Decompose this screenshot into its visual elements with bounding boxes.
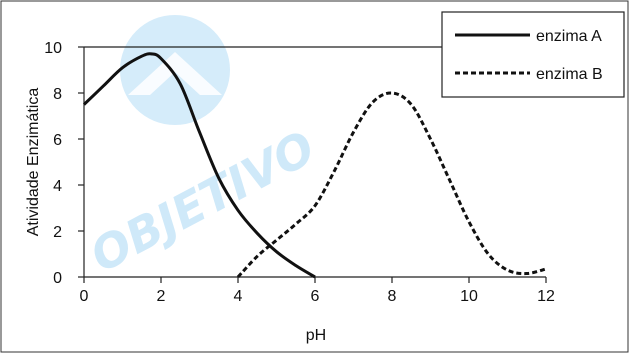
axes: 0 2 4 6 8 10 12 0 2 4 6 8 10 xyxy=(44,40,555,305)
watermark-logo-mark xyxy=(128,52,222,95)
legend-label-enzima-a: enzima A xyxy=(536,28,602,45)
y-axis-title: Atividade Enzimática xyxy=(25,88,42,237)
x-tick-label: 2 xyxy=(157,288,166,305)
series-line-enzima-a xyxy=(82,52,316,279)
y-tick-label: 4 xyxy=(53,178,62,195)
y-tick-label: 2 xyxy=(53,224,62,241)
x-tick-label: 12 xyxy=(537,288,555,305)
legend-box xyxy=(441,11,625,98)
x-axis-title: pH xyxy=(306,327,326,344)
x-tick-label: 4 xyxy=(234,288,243,305)
x-tick-label: 6 xyxy=(311,288,320,305)
x-tick-label: 10 xyxy=(460,288,478,305)
y-tick-label: 0 xyxy=(53,270,62,287)
x-tick-label: 8 xyxy=(388,288,397,305)
y-tick-label: 8 xyxy=(53,86,62,103)
series-group xyxy=(82,52,547,279)
y-tick-label: 10 xyxy=(44,40,62,57)
y-tick-label: 6 xyxy=(53,132,62,149)
x-tick-label: 0 xyxy=(80,288,89,305)
legend-label-enzima-b: enzima B xyxy=(536,66,603,83)
legend: enzima A enzima B xyxy=(441,11,625,98)
